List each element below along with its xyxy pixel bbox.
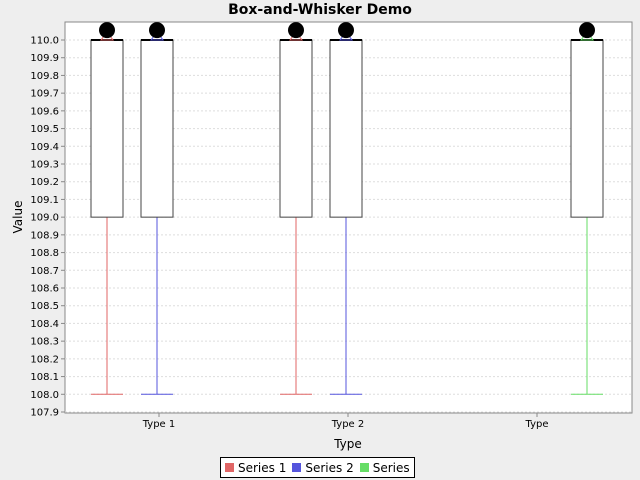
outlier-point bbox=[99, 22, 115, 39]
y-tick-label: 109.3 bbox=[30, 160, 59, 171]
x-tick-label: Type 1 bbox=[142, 419, 176, 430]
legend-item-series-1: Series 1 bbox=[225, 461, 286, 475]
box bbox=[140, 39, 174, 218]
x-axis: Type 1 Type 2 Type bbox=[142, 413, 549, 430]
legend-label: Series 2 bbox=[305, 460, 354, 475]
box-plot bbox=[140, 22, 174, 395]
y-tick-label: 108.0 bbox=[30, 390, 59, 401]
y-tick-label: 109.1 bbox=[30, 195, 59, 206]
y-tick-label: 110.0 bbox=[30, 36, 59, 47]
y-tick-label: 108.8 bbox=[30, 248, 59, 259]
box bbox=[90, 39, 124, 218]
x-axis-label: Type bbox=[333, 437, 362, 451]
legend-swatch bbox=[359, 463, 369, 472]
outlier-point bbox=[338, 22, 354, 39]
x-tick-label: Type 2 bbox=[331, 419, 365, 430]
y-tick-label: 109.2 bbox=[30, 177, 59, 188]
y-tick-label: 109.5 bbox=[30, 124, 59, 135]
y-tick-label: 107.9 bbox=[30, 408, 59, 419]
box-plot bbox=[329, 22, 363, 395]
box bbox=[570, 39, 604, 218]
box-series bbox=[90, 22, 604, 395]
box-plot bbox=[570, 22, 604, 395]
legend: Series 1 Series 2 Series bbox=[220, 457, 415, 478]
x-tick-label: Type bbox=[525, 419, 549, 430]
chart-title: Box-and-Whisker Demo bbox=[228, 2, 412, 18]
y-tick-label: 108.4 bbox=[30, 319, 59, 330]
outlier-point bbox=[149, 22, 165, 39]
y-axis: 107.9 108.0 108.1 108.2 108.3 108.4 108.5 108.6… bbox=[30, 36, 65, 419]
legend-swatch bbox=[292, 463, 302, 472]
box-plot bbox=[90, 22, 124, 395]
box bbox=[279, 39, 313, 218]
y-tick-label: 108.9 bbox=[30, 230, 59, 241]
y-tick-label: 108.2 bbox=[30, 354, 59, 365]
gridlines bbox=[65, 39, 632, 413]
y-tick-label: 109.7 bbox=[30, 89, 59, 100]
y-tick-label: 109.9 bbox=[30, 53, 59, 64]
box-plot bbox=[279, 22, 313, 395]
legend-label: Series bbox=[372, 460, 410, 475]
y-tick-label: 108.6 bbox=[30, 284, 59, 295]
outlier-point bbox=[579, 22, 595, 39]
legend-item-series-3: Series bbox=[359, 460, 410, 475]
y-tick-label: 108.1 bbox=[30, 372, 59, 383]
y-tick-label: 109.6 bbox=[30, 106, 59, 117]
y-tick-label: 109.0 bbox=[30, 213, 59, 224]
y-tick-label: 108.3 bbox=[30, 337, 59, 348]
box bbox=[329, 39, 363, 218]
y-tick-label: 108.7 bbox=[30, 266, 59, 277]
y-tick-label: 108.5 bbox=[30, 301, 59, 312]
legend-item-series-2: Series 2 bbox=[292, 460, 354, 475]
y-tick-label: 109.8 bbox=[30, 71, 59, 82]
legend-swatch bbox=[225, 463, 234, 472]
outlier-point bbox=[288, 22, 304, 39]
y-axis-label: Value bbox=[11, 201, 25, 234]
legend-label: Series 1 bbox=[238, 460, 287, 475]
y-tick-label: 109.4 bbox=[30, 142, 59, 153]
